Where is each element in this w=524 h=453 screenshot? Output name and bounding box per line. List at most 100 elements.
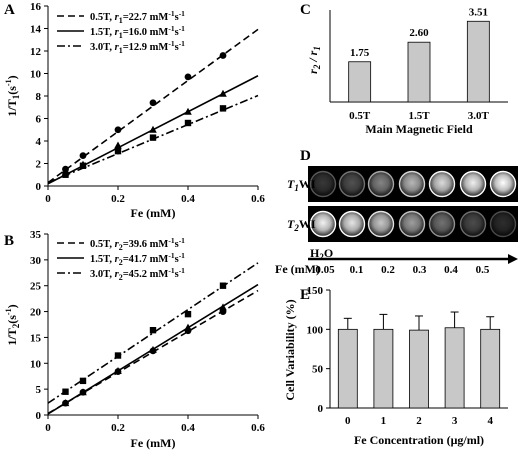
a-legend-part: 0.5T, — [90, 12, 115, 23]
b-legend-part: 2 — [119, 258, 123, 267]
t1-phantom-ring — [489, 170, 517, 198]
e-category-label: 3 — [452, 415, 458, 427]
b-legend-part: 0.5T, — [90, 239, 115, 250]
a-point-triangle — [114, 141, 122, 149]
a-point-circle — [114, 126, 122, 134]
a-legend-part: r — [115, 42, 120, 53]
b-legend-part: -1 — [168, 251, 174, 260]
a-legend-part: -1 — [168, 39, 174, 48]
a-y-tick-label: 0 — [36, 181, 42, 193]
t2-phantom-spot — [460, 211, 486, 237]
a-legend-part: 3.0T, — [90, 42, 115, 53]
b-point-square — [219, 282, 227, 289]
b-x-axis-label: Fe (mM) — [131, 436, 176, 450]
fe-mm-label: Fe (mM) — [275, 262, 320, 276]
b-x-tick-label: 0.2 — [111, 422, 125, 434]
fe-concentration-label: 0.5 — [476, 264, 490, 276]
b-point-triangle — [114, 367, 122, 375]
a-legend-part: -1 — [168, 24, 174, 33]
a-y-tick-label: 14 — [30, 24, 42, 36]
t1-phantom-ring — [367, 170, 395, 198]
b-legend-label-2: 3.0T, r2=45.2 mM-1s-1 — [90, 266, 185, 282]
c-bar-value-label: 3.51 — [469, 6, 488, 18]
a-legend-part: -1 — [168, 9, 174, 18]
b-y-tick-label: 15 — [30, 332, 42, 344]
a-legend-part: r — [115, 12, 120, 23]
t2-phantom-spot — [310, 211, 336, 237]
t2-phantom-spot — [399, 211, 425, 237]
a-y-axis-label: 1/T1(s-1) — [4, 75, 21, 116]
a-x-axis-label: Fe (mM) — [131, 206, 176, 220]
t2-phantom-ring — [338, 210, 366, 238]
a-x-tick-label: 0 — [45, 193, 51, 205]
t2-phantom-spot — [429, 211, 455, 237]
t2-phantom-spot — [339, 211, 365, 237]
c-bar — [407, 41, 431, 103]
t2wi-label: T2WI — [287, 217, 316, 233]
b-legend-part: 3.0T, — [90, 269, 115, 280]
panel-a-chart: 0 0.2 0.4 0.6 0 2 4 6 8 10 12 14 16 Fe (mM) 1/T1(s-1… — [4, 1, 265, 220]
t1-phantom-spot — [399, 171, 425, 197]
t2-phantom-ring — [398, 210, 426, 238]
c-category-label: 1.5T — [408, 110, 430, 122]
a-point-square — [114, 147, 122, 155]
e-bar — [480, 328, 501, 409]
a-legend-part: s — [175, 12, 179, 23]
e-category-label: 4 — [487, 415, 493, 427]
b-legend-part: =45.2 mM — [123, 269, 169, 280]
b-y-tick-label: 30 — [30, 255, 42, 267]
a-legend-part: 1 — [119, 16, 123, 25]
b-point-triangle — [79, 388, 87, 396]
b-legend-label-0: 0.5T, r2=39.6 mM-1s-1 — [90, 236, 185, 252]
a-y-tick-label: 2 — [36, 159, 42, 171]
a-legend-part: s — [175, 27, 179, 38]
panel-label-e: E — [300, 287, 310, 303]
fe-concentration-label: 0.4 — [444, 264, 458, 276]
b-legend-part: 2 — [119, 243, 123, 252]
b-legend-part: =41.7 mM — [123, 254, 169, 265]
b-legend-part: =39.6 mM — [123, 239, 169, 250]
a-legend-part: -1 — [179, 24, 185, 33]
b-x-tick-label: 0 — [45, 422, 51, 434]
e-y-tick-label: 100 — [307, 324, 324, 336]
t2-phantom-spot — [368, 211, 394, 237]
a-point-circle — [149, 99, 157, 107]
a-point-triangle — [149, 125, 157, 133]
a-legend-part: r — [115, 27, 120, 38]
b-legend-part: -1 — [179, 251, 185, 260]
a-legend-part: 1.5T, — [90, 27, 115, 38]
a-legend: 0.5T, r1=22.7 mM-1s-11.5T, r1=16.0 mM-1s… — [57, 9, 185, 55]
a-legend-part: =12.9 mM — [123, 42, 169, 53]
t1-phantom-ring — [398, 170, 426, 198]
b-x-tick-label: 0.4 — [181, 422, 195, 434]
b-y-tick-label: 0 — [36, 410, 42, 422]
t1-phantom-spot — [368, 171, 394, 197]
e-category-label: 1 — [381, 415, 387, 427]
t1-phantom-ring — [428, 170, 456, 198]
t2-phantom-ring — [489, 210, 517, 238]
b-point-triangle — [219, 303, 227, 311]
a-legend-part: s — [175, 42, 179, 53]
b-x-tick-label: 0.6 — [251, 422, 265, 434]
b-point-triangle — [184, 323, 192, 331]
c-category-label: 3.0T — [468, 110, 490, 122]
e-x-axis-label: Fe Concentration (μg/ml) — [354, 433, 484, 447]
t1wi-label: T1WI — [287, 177, 316, 193]
b-point-triangle — [149, 345, 157, 353]
a-x-tick-label: 0.6 — [251, 193, 265, 205]
e-y-tick-label: 50 — [312, 364, 324, 376]
fe-concentration-label: 0.1 — [350, 264, 364, 276]
b-y-tick-label: 20 — [30, 307, 42, 319]
b-point-square — [79, 377, 87, 385]
c-bar — [466, 20, 490, 103]
a-y-tick-label: 8 — [36, 91, 42, 103]
a-point-triangle — [184, 107, 192, 115]
b-legend-part: s — [175, 254, 179, 265]
a-legend-part: 1 — [119, 31, 123, 40]
b-y-tick-label: 35 — [30, 229, 42, 241]
c-category-label: 0.5T — [349, 110, 371, 122]
panel-c-chart: 1.75 0.5T 2.60 1.5T 3.51 3.0T Main Magnetic F… — [306, 6, 508, 136]
e-y-tick-label: 150 — [307, 285, 324, 297]
b-point-square — [184, 310, 192, 318]
